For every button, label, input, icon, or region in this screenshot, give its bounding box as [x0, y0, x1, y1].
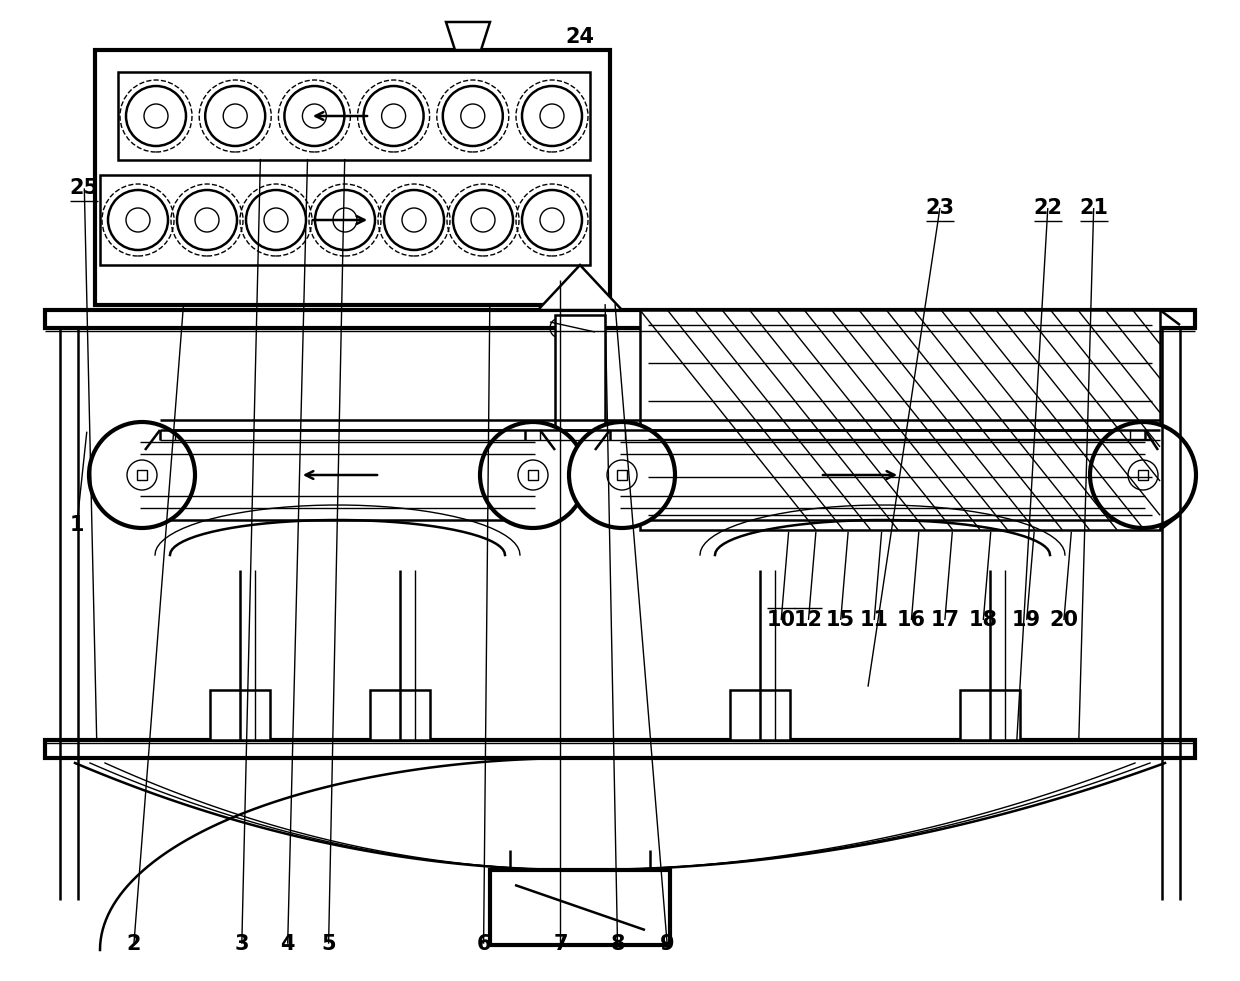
Bar	[960, 690, 1021, 740]
Text: 17: 17	[930, 610, 960, 630]
Text: 6: 6	[476, 934, 491, 954]
Circle shape	[1090, 422, 1197, 528]
Bar	[370, 690, 430, 740]
Bar	[100, 175, 590, 265]
Text: 11: 11	[859, 610, 889, 630]
Text: 4: 4	[280, 934, 295, 954]
Text: 10: 10	[766, 610, 796, 630]
Bar	[1138, 470, 1148, 480]
Text: 2: 2	[126, 934, 141, 954]
Circle shape	[569, 422, 675, 528]
Bar	[640, 310, 1159, 530]
Bar	[45, 310, 1195, 328]
Polygon shape	[446, 22, 490, 50]
Bar	[528, 470, 538, 480]
Bar	[210, 690, 270, 740]
Bar	[620, 430, 1145, 520]
Text: 19: 19	[1012, 610, 1042, 630]
Bar	[556, 315, 605, 430]
Text: 21: 21	[1079, 198, 1109, 218]
Text: 8: 8	[610, 934, 625, 954]
Text: 7: 7	[553, 934, 568, 954]
Text: 25: 25	[69, 179, 99, 198]
Bar	[140, 430, 534, 520]
Circle shape	[480, 422, 587, 528]
Polygon shape	[538, 265, 622, 310]
Bar	[490, 870, 670, 945]
Bar	[136, 470, 148, 480]
Bar	[730, 690, 790, 740]
Text: 24: 24	[565, 27, 595, 47]
Text: 22: 22	[1033, 198, 1063, 218]
Bar	[618, 470, 627, 480]
Text: 20: 20	[1049, 610, 1079, 630]
Text: 16: 16	[897, 610, 926, 630]
Text: 9: 9	[660, 934, 675, 954]
Text: 12: 12	[794, 610, 823, 630]
Text: 15: 15	[826, 610, 856, 630]
Circle shape	[89, 422, 195, 528]
Text: 3: 3	[234, 934, 249, 954]
Bar	[118, 72, 590, 160]
Text: 1: 1	[69, 515, 84, 535]
Text: 23: 23	[925, 198, 955, 218]
Bar	[95, 50, 610, 305]
Text: 18: 18	[968, 610, 998, 630]
Text: 5: 5	[321, 934, 336, 954]
Bar	[45, 740, 1195, 758]
